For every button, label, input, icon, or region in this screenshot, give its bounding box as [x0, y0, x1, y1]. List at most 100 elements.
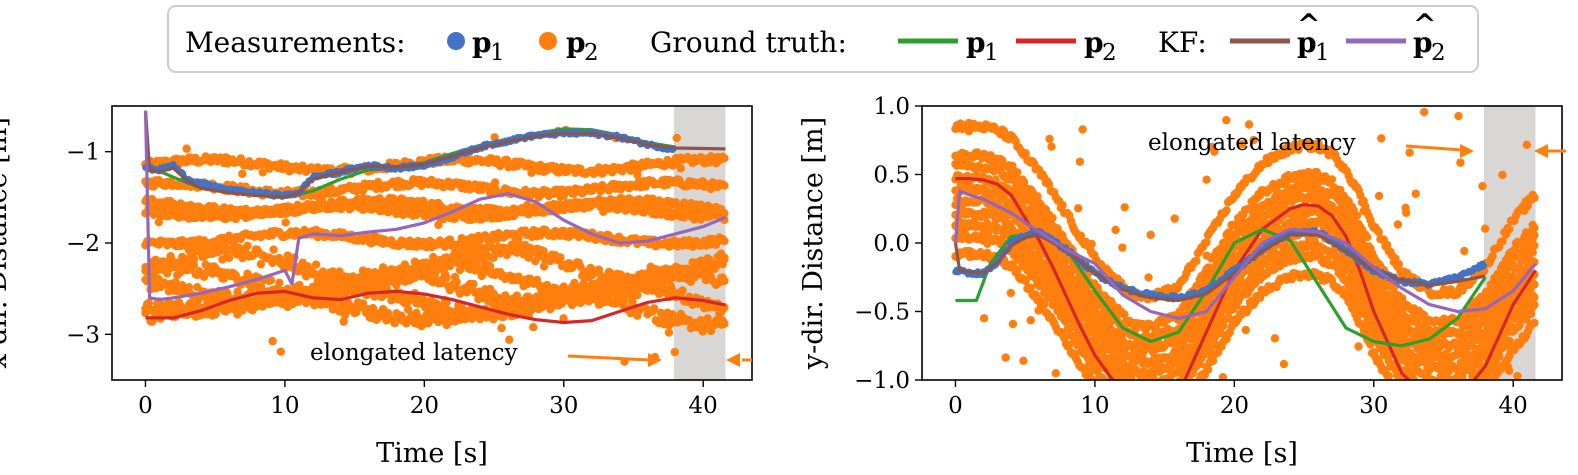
x-tick-label: 30: [549, 393, 578, 419]
scatter-point: [353, 182, 363, 191]
scatter-point: [464, 243, 473, 252]
scatter-point: [434, 220, 443, 230]
scatter-point: [1222, 206, 1231, 215]
x-tick-label: 20: [410, 393, 439, 419]
scatter-point: [523, 201, 532, 210]
annotation-arrow-head-2: [726, 353, 740, 367]
scatter-point: [419, 295, 428, 304]
legend-gt-p1-sub: 1: [984, 40, 999, 66]
scatter-point: [276, 347, 286, 356]
scatter-point: [619, 297, 629, 307]
scatter-point: [529, 323, 538, 332]
scatter-point: [649, 304, 659, 313]
scatter-point: [281, 218, 290, 227]
legend-meas-p1-text: p: [472, 26, 492, 59]
scatter-measurements-p2: [951, 107, 1539, 380]
x-tick-label: 40: [689, 393, 718, 419]
scatter-point: [368, 277, 377, 286]
legend-gt-p1-text: p: [966, 26, 986, 59]
y-tick-label: −2: [66, 231, 100, 257]
line-kf-p1: [143, 110, 726, 199]
scatter-point: [404, 305, 413, 314]
scatter-point: [268, 336, 277, 346]
scatter-point: [703, 254, 712, 263]
annotation-arrow: [567, 354, 651, 362]
scatter-point: [720, 154, 729, 163]
scatter-point: [243, 241, 252, 251]
scatter-point: [556, 253, 565, 262]
scatter-point: [696, 316, 706, 325]
scatter-point: [278, 257, 287, 266]
scatter-point: [182, 144, 191, 153]
scatter-point: [489, 253, 498, 262]
legend-kf-p2-sub: 2: [1431, 40, 1446, 66]
scatter-point: [720, 319, 729, 328]
scatter-point: [230, 269, 239, 279]
legend-ground-truth-label: Ground truth:: [650, 26, 847, 59]
scatter-point: [186, 238, 195, 247]
legend-meas-p1-sub: 1: [490, 40, 505, 66]
scatter-point: [668, 310, 677, 319]
scatter-point: [266, 276, 276, 285]
scatter-point: [238, 169, 247, 179]
y-tick-label: −1: [66, 140, 100, 166]
scatter-point: [1488, 251, 1497, 261]
scatter-point: [258, 302, 267, 311]
legend-frame: [167, 5, 1479, 73]
plot-area: [141, 106, 729, 380]
scatter-point: [467, 314, 476, 323]
scatter-point: [233, 287, 242, 296]
annotation-elongated-latency: elongated latency: [310, 340, 518, 366]
scatter-point: [1382, 240, 1392, 250]
scatter-point: [644, 276, 654, 286]
scatter-point: [171, 277, 180, 287]
legend-marker-meas-p1: [447, 32, 465, 50]
scatter-point: [1498, 237, 1507, 246]
scatter-point: [672, 133, 682, 143]
scatter-point: [1192, 256, 1201, 266]
scatter-point: [559, 314, 568, 323]
scatter-point: [586, 284, 595, 293]
scatter-point: [1202, 238, 1211, 247]
scatter-point: [452, 277, 461, 287]
legend-kf-p1-text: p: [1297, 26, 1317, 59]
scatter-point: [1382, 281, 1392, 291]
scatter-point: [676, 164, 685, 173]
scatter-point: [505, 335, 514, 344]
scatter-point: [154, 217, 164, 227]
scatter-point: [633, 170, 642, 180]
y-tick-label: −3: [66, 322, 100, 348]
scatter-point: [258, 168, 267, 177]
scatter-point: [686, 277, 696, 286]
legend-kf-p2-hat: ^: [1413, 8, 1436, 41]
scatter-point: [1374, 227, 1383, 237]
line-ground-truth-p2: [145, 289, 726, 325]
scatter-point: [442, 273, 451, 282]
scatter-point: [1048, 213, 1057, 223]
scatter-point: [1505, 224, 1514, 234]
scatter-point: [1394, 260, 1404, 269]
scatter-point: [340, 310, 350, 320]
scatter-point: [455, 265, 465, 275]
scatter-point: [1327, 175, 1337, 184]
line-kf-p2: [143, 110, 727, 302]
scatter-point: [219, 274, 228, 283]
scatter-point: [661, 264, 671, 273]
scatter-point: [670, 347, 680, 357]
x-tick-label: 0: [138, 393, 153, 419]
scatter-point: [685, 315, 694, 325]
scatter-point: [429, 308, 438, 317]
scatter-point: [348, 276, 358, 285]
scatter-point: [224, 253, 234, 262]
scatter-point: [485, 262, 495, 271]
scatter-point: [1013, 168, 1022, 177]
scatter-point: [238, 306, 247, 315]
scatter-point: [1033, 192, 1042, 201]
scatter-point: [208, 311, 217, 320]
scatter-point: [339, 317, 348, 326]
scatter-point: [311, 281, 321, 290]
scatter-point: [720, 255, 729, 264]
scatter-point: [469, 279, 478, 289]
legend-meas-p2-sub: 2: [584, 40, 599, 66]
